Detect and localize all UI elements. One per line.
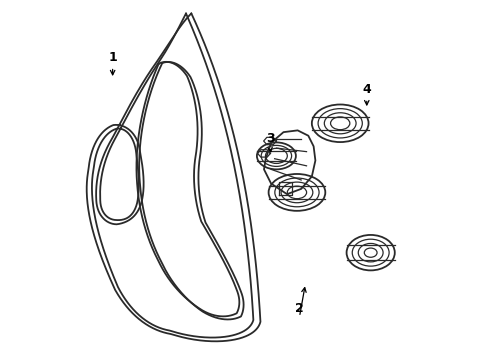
Text: 3: 3 <box>265 132 274 145</box>
Text: 2: 2 <box>294 302 303 315</box>
Text: 1: 1 <box>108 51 117 64</box>
Text: 4: 4 <box>362 83 370 96</box>
